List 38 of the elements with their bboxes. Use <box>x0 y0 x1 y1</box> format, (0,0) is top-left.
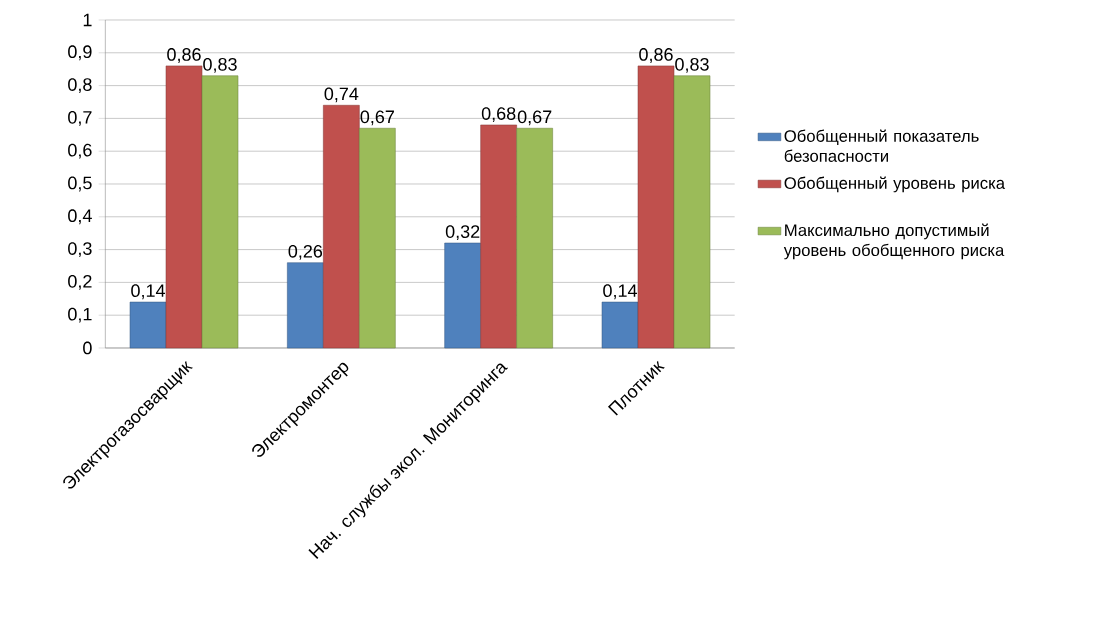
data-label: 0,86 <box>167 48 201 63</box>
data-label: 0,86 <box>639 48 673 63</box>
bar <box>323 105 360 349</box>
bar <box>516 127 553 349</box>
data-label: 0,67 <box>517 110 552 126</box>
data-label: 0,68 <box>481 107 516 123</box>
bar <box>201 75 239 349</box>
y-tick-label: 0,9 <box>68 45 92 61</box>
y-tick-label: 1 <box>83 13 92 27</box>
data-label: 0,14 <box>603 284 637 300</box>
y-tick-label: 0,7 <box>68 110 92 126</box>
bar <box>287 262 324 349</box>
y-tick-label: 0,2 <box>68 274 92 290</box>
legend-label: Максимально допустимый уровень обобщенного риска <box>783 223 1005 260</box>
data-label: 0,67 <box>360 110 394 126</box>
bar <box>480 124 517 349</box>
data-label: 0,14 <box>131 284 166 300</box>
data-label: 0,26 <box>288 244 323 260</box>
data-label: 0,83 <box>203 57 237 73</box>
data-label: 0,83 <box>675 57 709 73</box>
bar <box>601 301 639 349</box>
data-label: 0,74 <box>324 87 359 103</box>
bar <box>359 127 396 349</box>
bar <box>444 242 481 349</box>
y-tick-label: 0 <box>83 341 92 355</box>
y-tick-label: 0,5 <box>68 176 92 192</box>
y-tick-label: 0,3 <box>68 242 92 258</box>
y-tick-label: 0,4 <box>68 209 92 225</box>
legend-label: Обобщенный показатель безопасности <box>784 129 979 162</box>
bar <box>637 65 675 349</box>
bar <box>165 65 203 349</box>
y-tick-label: 0,6 <box>68 143 92 159</box>
y-tick-label: 0,1 <box>68 307 92 323</box>
data-label: 0,32 <box>445 225 480 241</box>
y-tick-label: 0,8 <box>68 78 92 94</box>
bar <box>673 75 711 349</box>
bar <box>129 301 167 349</box>
legend-label: Обобщенный уровень риска <box>784 176 1006 193</box>
